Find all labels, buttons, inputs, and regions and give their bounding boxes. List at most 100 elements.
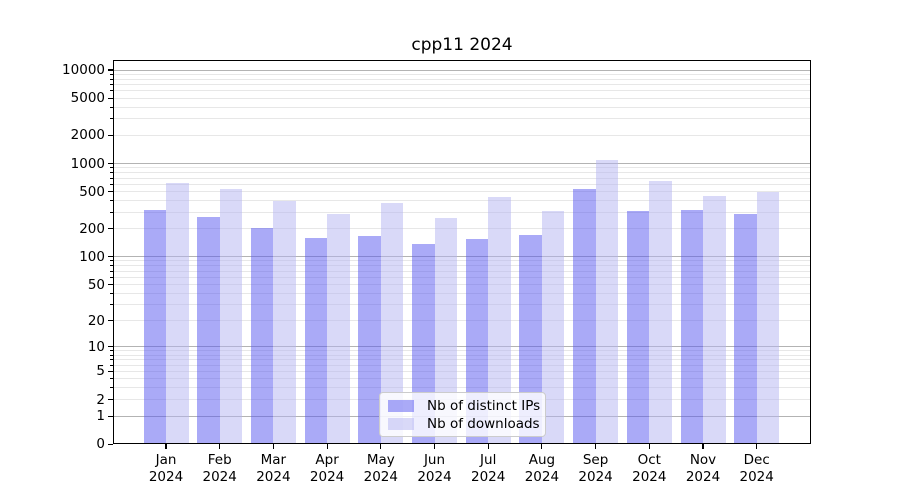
y-minor-tick-mark <box>110 118 113 120</box>
major-gridline <box>113 346 811 348</box>
y-minor-tick-mark <box>110 90 113 92</box>
bar-downloads-dec <box>756 191 780 445</box>
bar-distinct-ips-aug <box>519 234 542 445</box>
x-tick-label: Dec 2024 <box>739 452 774 486</box>
y-minor-tick-mark <box>110 354 113 356</box>
legend-swatch-downloads <box>388 418 414 430</box>
x-tick-mark <box>433 444 436 450</box>
y-tick-label: 500 <box>79 183 105 200</box>
bar-downloads-sep <box>595 160 619 445</box>
bar-downloads-aug <box>541 211 565 445</box>
y-minor-tick-mark <box>110 83 113 85</box>
bar-distinct-ips-may <box>358 235 381 445</box>
minor-gridline <box>113 387 811 389</box>
x-tick-label: May 2024 <box>363 452 398 486</box>
x-tick-mark <box>756 444 758 450</box>
bar-distinct-ips-nov <box>680 209 703 445</box>
x-tick-mark <box>541 444 543 450</box>
minor-gridline <box>113 370 811 372</box>
x-tick-mark <box>595 444 597 450</box>
bar-distinct-ips-dec <box>734 214 757 445</box>
legend-label-downloads: Nb of downloads <box>427 416 540 432</box>
y-tick-mark <box>108 399 113 401</box>
minor-gridline <box>113 83 811 85</box>
minor-gridline <box>113 106 811 108</box>
minor-gridline <box>113 134 811 136</box>
major-gridline <box>113 69 811 71</box>
major-gridline <box>113 163 811 165</box>
y-tick-label: 200 <box>79 220 105 237</box>
y-tick-mark <box>108 443 113 445</box>
y-tick-label: 2 <box>96 391 105 408</box>
bar-downloads-jun <box>434 218 457 445</box>
bar-downloads-jan <box>166 182 189 445</box>
minor-gridline <box>113 354 811 356</box>
major-gridline <box>113 256 811 258</box>
minor-gridline <box>113 260 811 262</box>
y-minor-tick-mark <box>110 270 113 272</box>
y-tick-label: 0 <box>96 436 105 453</box>
x-tick-mark <box>648 444 650 450</box>
minor-gridline <box>113 304 811 306</box>
y-minor-tick-mark <box>110 200 113 202</box>
y-minor-tick-mark <box>110 106 113 108</box>
x-tick-mark <box>487 444 489 450</box>
y-minor-tick-mark <box>110 292 113 294</box>
y-minor-tick-mark <box>110 78 113 80</box>
y-minor-tick-mark <box>110 304 113 306</box>
minor-gridline <box>113 90 811 92</box>
x-tick-mark <box>219 444 221 450</box>
y-tick-label: 5 <box>96 363 105 380</box>
bar-downloads-feb <box>219 188 243 445</box>
x-tick-label: Feb 2024 <box>202 452 237 486</box>
y-minor-tick-mark <box>110 364 113 366</box>
bar-downloads-apr <box>327 213 350 445</box>
bar-distinct-ips-jan <box>143 210 166 445</box>
x-tick-mark <box>702 444 704 450</box>
x-tick-label: Aug 2024 <box>524 452 560 486</box>
x-tick-label: Jul 2024 <box>471 452 506 486</box>
x-tick-label: Jan 2024 <box>148 452 184 486</box>
minor-gridline <box>113 200 811 202</box>
legend-label-ips: Nb of distinct IPs <box>427 398 541 414</box>
y-tick-mark <box>108 319 113 322</box>
y-tick-label: 2000 <box>70 127 105 144</box>
y-minor-tick-mark <box>110 211 113 213</box>
minor-gridline <box>113 320 811 322</box>
minor-gridline <box>113 177 811 179</box>
y-tick-mark <box>108 97 113 99</box>
y-tick-label: 20 <box>87 312 105 329</box>
minor-gridline <box>113 276 811 278</box>
y-tick-label: 1000 <box>70 155 105 172</box>
minor-gridline <box>113 378 811 380</box>
bar-downloads-jul <box>488 197 511 445</box>
x-tick-label: Nov 2024 <box>685 452 721 486</box>
x-tick-mark <box>326 444 328 450</box>
y-minor-tick-mark <box>110 172 113 174</box>
y-tick-mark <box>108 191 113 193</box>
y-minor-tick-mark <box>110 265 113 267</box>
y-tick-label: 1 <box>96 408 105 425</box>
bar-distinct-ips-oct <box>626 211 650 445</box>
bar-distinct-ips-mar <box>250 227 274 445</box>
minor-gridline <box>113 350 811 352</box>
y-tick-mark <box>108 415 113 417</box>
minor-gridline <box>113 118 811 120</box>
x-tick-label: Jun 2024 <box>417 452 452 486</box>
minor-gridline <box>113 183 811 185</box>
y-tick-mark <box>108 162 113 165</box>
minor-gridline <box>113 73 811 75</box>
x-tick-mark <box>272 444 274 450</box>
y-tick-label: 10000 <box>62 62 105 78</box>
y-minor-tick-mark <box>110 167 113 169</box>
minor-gridline <box>113 228 811 230</box>
y-minor-tick-mark <box>110 260 113 262</box>
bar-distinct-ips-feb <box>197 216 220 445</box>
minor-gridline <box>113 97 811 99</box>
legend-item-downloads: Nb of downloads <box>388 415 540 433</box>
bar-distinct-ips-sep <box>573 189 596 445</box>
y-tick-mark <box>108 283 113 286</box>
y-tick-mark <box>108 228 113 230</box>
y-tick-label: 5000 <box>70 90 105 107</box>
